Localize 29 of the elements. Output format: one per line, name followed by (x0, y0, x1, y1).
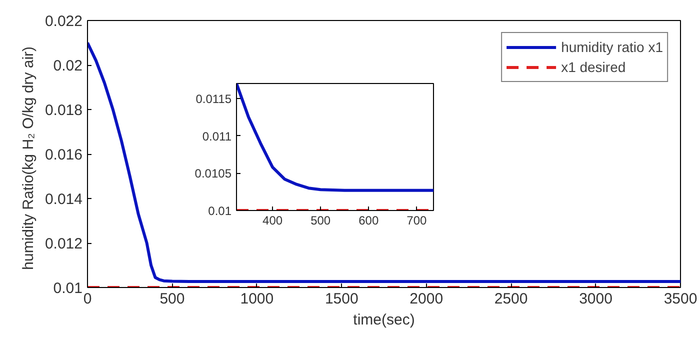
y-tick-label: 0.022 (44, 13, 83, 30)
x-tick-label: 3000 (579, 290, 612, 308)
y-tick-label: 0.0115 (196, 92, 232, 106)
x-tick-label: 500 (160, 290, 185, 308)
x-tick-label: 500 (310, 214, 331, 228)
y-tick-label: 0.0105 (194, 166, 232, 181)
x-tick-label: 700 (406, 214, 428, 228)
y-tick-label: 0.02 (53, 58, 83, 74)
x-tick-label: 600 (358, 214, 379, 228)
x-axis-title: time(sec) (353, 312, 415, 328)
y-tick-label: 0.01 (208, 204, 232, 218)
x-tick-label: 400 (262, 214, 283, 228)
legend-label: humidity ratio x1 (561, 39, 663, 55)
line-series (88, 41, 680, 283)
y-tick-label: 0.016 (44, 146, 83, 164)
y-tick-label: 0.012 (44, 236, 83, 252)
legend-label: x1 desired (561, 59, 626, 75)
y-tick-label: 0.018 (44, 102, 83, 119)
x-tick-label: 2500 (494, 290, 528, 308)
y-axis-title: humidity Ratio(kg H₂ O/kg dry air) (20, 46, 37, 270)
y-tick-label: 0.01 (53, 280, 83, 297)
y-tick-label: 0.014 (44, 191, 83, 208)
y-tick-label: 0.011 (202, 129, 232, 144)
x-tick-label: 1500 (324, 290, 358, 308)
x-tick-label: 2000 (410, 290, 444, 308)
x-tick-label: 0 (83, 290, 92, 308)
x-tick-label: 3500 (664, 290, 698, 308)
x-tick-label: 1000 (240, 290, 274, 308)
line-series (236, 84, 434, 192)
